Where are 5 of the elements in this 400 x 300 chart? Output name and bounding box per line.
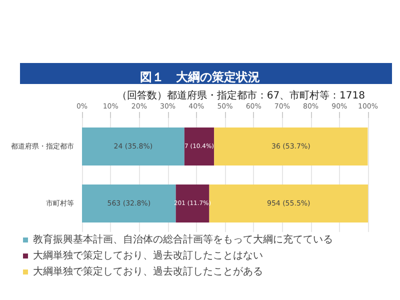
legend-label: 大綱単独で策定しており、過去改訂したことがある [33,266,263,278]
chart-title: 図１ 大綱の策定状況 [140,70,260,84]
legend-label: 教育振興基本計画、自治体の総合計画等をもって大綱に充てている [33,234,333,246]
chart-subtitle: （回答数）都道府県・指定都市：67、市町村等：1718 [116,90,366,102]
legend-label: 大綱単独で策定しており、過去改訂したことはない [33,250,263,262]
